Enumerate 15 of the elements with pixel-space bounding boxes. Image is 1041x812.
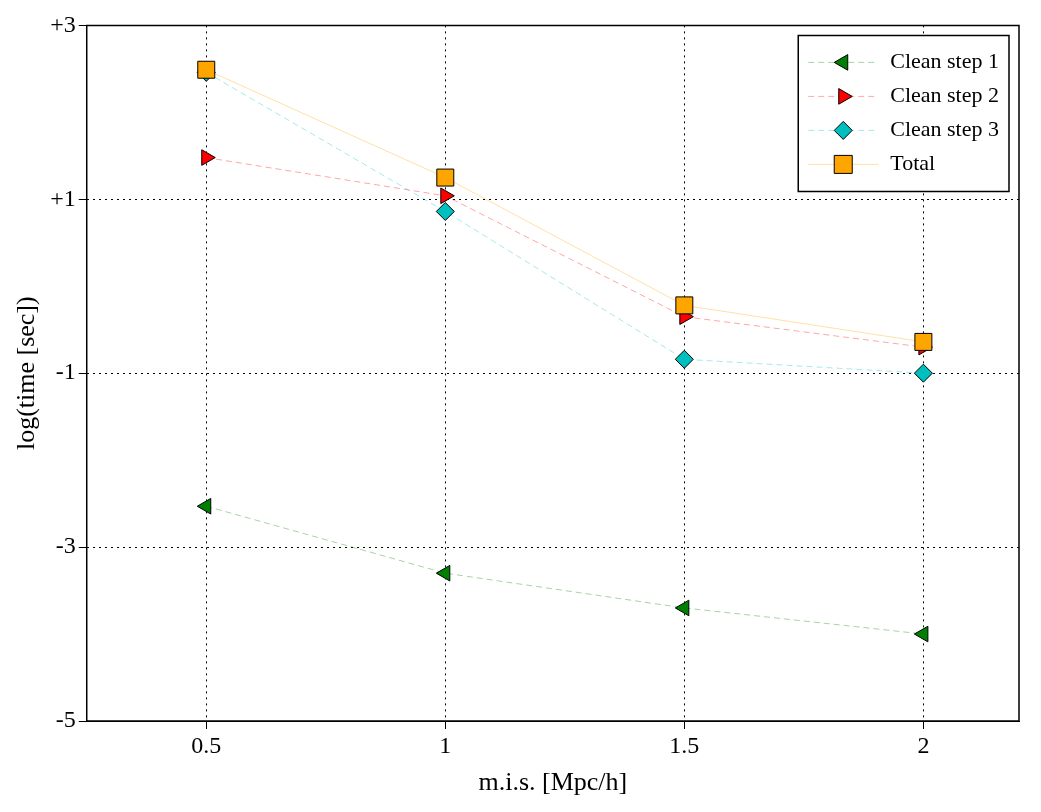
legend-label: Total (890, 150, 936, 176)
legend-label: Clean step 1 (890, 48, 1000, 74)
y-tick-label: +1 (50, 184, 76, 211)
y-tick-label: -3 (55, 532, 76, 559)
legend-label: Clean step 2 (890, 82, 1000, 108)
x-tick-label: 0.5 (191, 731, 222, 758)
x-tick-label: 2 (917, 731, 930, 758)
y-tick-label: -5 (55, 706, 76, 733)
y-tick-label: +3 (50, 10, 76, 37)
y-axis-title: log(time [sec]) (11, 296, 41, 451)
y-tick-label: -1 (55, 358, 76, 385)
x-tick-label: 1 (439, 731, 452, 758)
legend-label: Clean step 3 (890, 116, 1000, 142)
x-tick-label: 1.5 (669, 731, 700, 758)
x-axis-title: m.i.s. [Mpc/h] (478, 767, 628, 797)
